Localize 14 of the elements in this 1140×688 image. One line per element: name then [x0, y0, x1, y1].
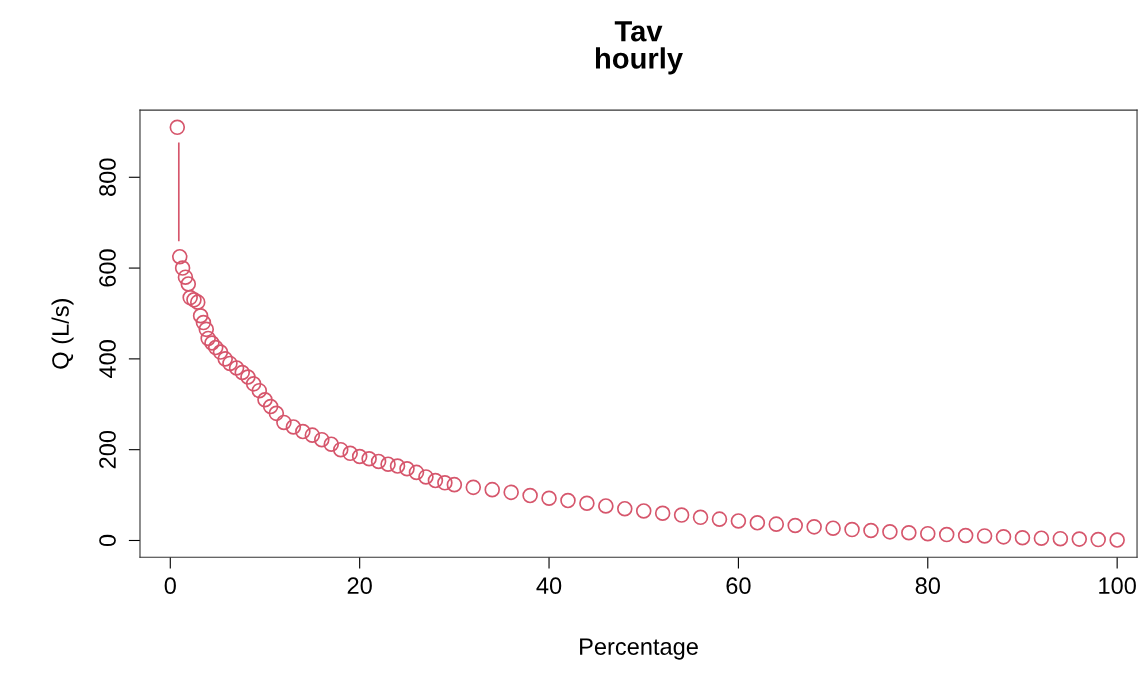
chart-title: Tav hourly [595, 21, 683, 75]
x-tick-label: 100 [1099, 577, 1136, 595]
y-tick-label: 0 [99, 534, 116, 547]
y-tick-label: 600 [99, 249, 116, 287]
x-tick-label: 40 [536, 577, 562, 595]
y-tick-label: 200 [99, 430, 116, 469]
y-tick-label: 400 [99, 340, 116, 379]
y-axis-title: Q (L/s) [51, 299, 74, 369]
x-tick-label: 60 [726, 577, 751, 595]
x-tick-label: 0 [164, 577, 176, 595]
x-tick-label: 20 [347, 577, 372, 595]
x-axis-title: Percentage [580, 638, 698, 660]
x-tick-label: 80 [915, 577, 940, 595]
y-tick-label: 800 [99, 158, 116, 196]
